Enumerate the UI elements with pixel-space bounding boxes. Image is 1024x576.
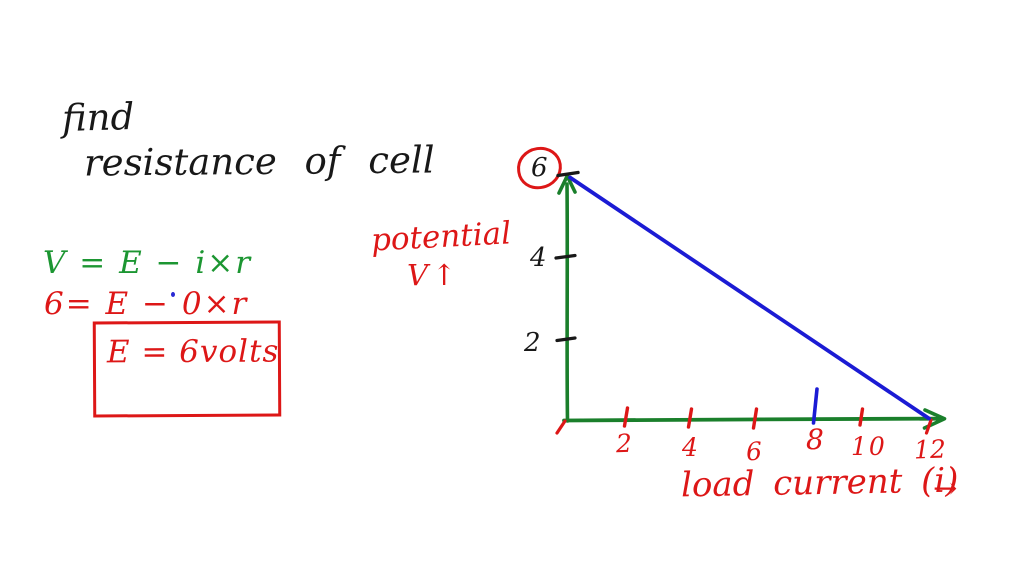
- y-tick-label-2: 2: [524, 328, 541, 358]
- x-tick-2: [622, 406, 630, 428]
- blue-mark-at-8: [811, 387, 819, 425]
- y-tick-2: [555, 336, 577, 343]
- x-tick-4: [686, 407, 694, 429]
- vi-line: [568, 175, 931, 421]
- y-axis-arrow-icon: [557, 174, 577, 195]
- y-tick-label-4: 4: [530, 243, 547, 273]
- x-tick-6: [751, 407, 759, 430]
- x-tick-label-4: 4: [682, 433, 698, 462]
- stray-blue-dot: [171, 292, 175, 297]
- y-tick-6: [556, 170, 580, 178]
- equation-substituted: 6= E − 0×r: [44, 286, 249, 322]
- x-axis-label-arrow: →: [933, 471, 958, 505]
- x-axis-line: [562, 416, 936, 423]
- origin-mark: [555, 419, 567, 435]
- x-tick-label-8: 8: [806, 423, 824, 456]
- y-axis-symbol: V↑: [407, 258, 461, 292]
- x-tick-label-10: 10: [851, 432, 887, 461]
- y-axis-line: [565, 182, 570, 423]
- y-tick-4: [554, 253, 577, 260]
- equation-general: V = E − i×r: [43, 245, 253, 281]
- x-tick-10: [858, 407, 865, 427]
- x-tick-12: [924, 418, 933, 435]
